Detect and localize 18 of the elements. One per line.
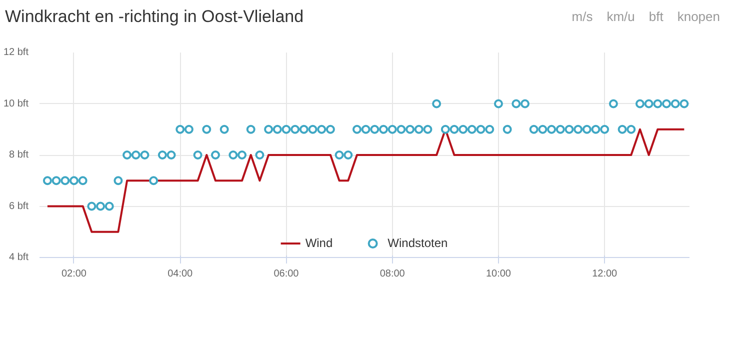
y-tick-label: 6 bft <box>9 200 29 212</box>
y-tick-label: 8 bft <box>9 150 29 160</box>
x-tick-label: 12:00 <box>592 268 618 280</box>
x-tick-label: 06:00 <box>274 268 300 280</box>
text: bft <box>648 8 664 24</box>
y-tick-label: 4 bft <box>9 252 29 263</box>
y-tick-label: 10 bft <box>3 98 29 110</box>
x-tick-label: 04:00 <box>168 268 194 280</box>
y-tick-label: 12 bft <box>3 47 29 58</box>
text: km/u <box>606 8 635 24</box>
legend-label: Wind <box>305 236 333 250</box>
x-tick-label: 08:00 <box>380 268 406 280</box>
x-tick-label: 10:00 <box>486 268 512 280</box>
text: knopen <box>677 8 720 24</box>
x-tick-label: 02:00 <box>61 268 87 280</box>
text: m/s <box>572 8 593 24</box>
chart-title: Windkracht en -richting in Oost-Vlieland <box>5 6 304 28</box>
legend-label: Windstoten <box>388 236 448 250</box>
